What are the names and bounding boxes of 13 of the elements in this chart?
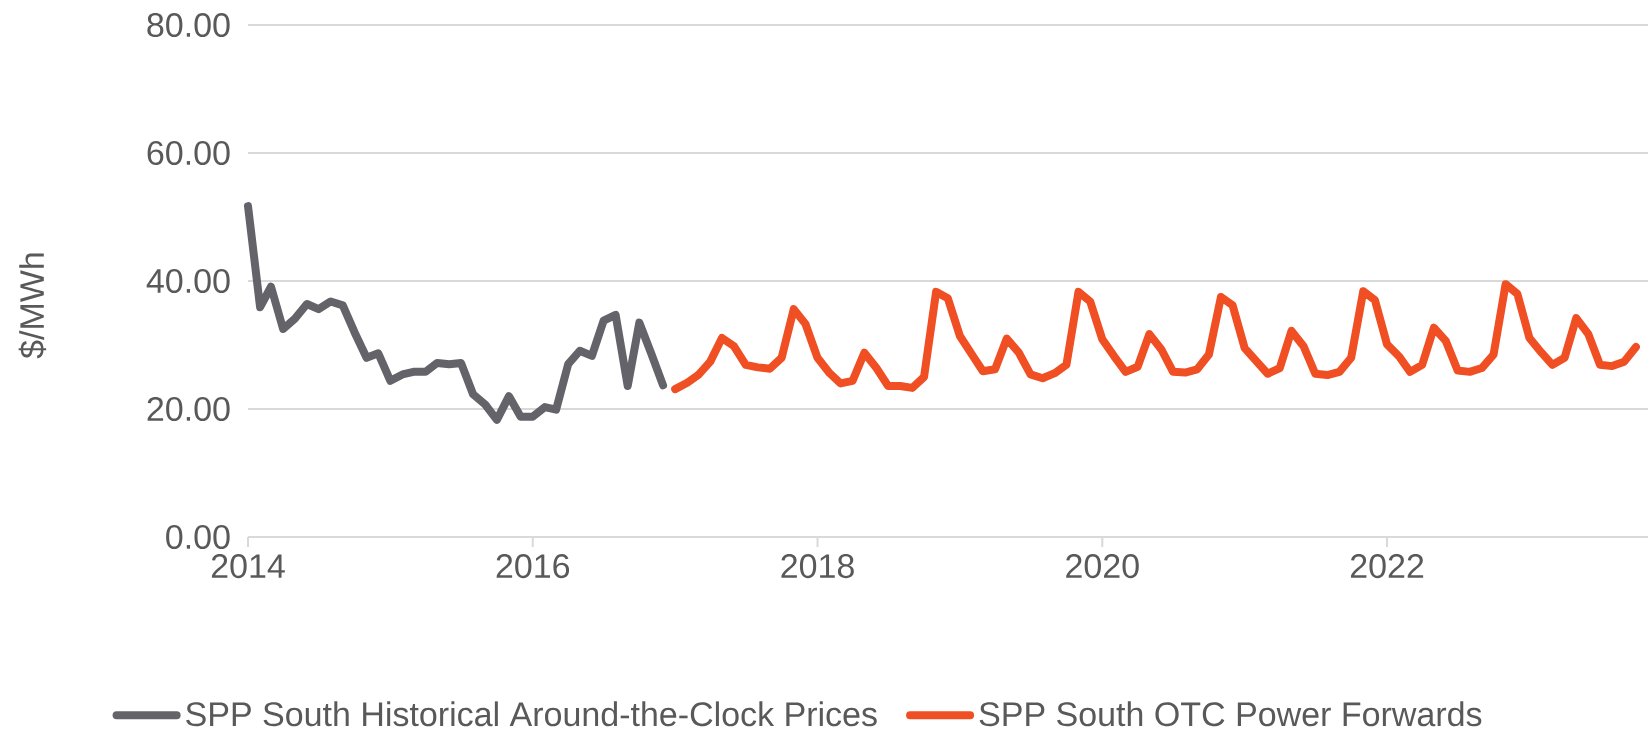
legend-label: SPP South OTC Power Forwards <box>979 701 1482 727</box>
x-tick-label: 2016 <box>496 554 570 579</box>
y-tick-label: 80.00 <box>147 12 230 38</box>
y-tick-label: 40.00 <box>146 268 230 294</box>
x-tick-label: 2022 <box>1350 554 1424 579</box>
x-tick-label: 2018 <box>781 554 854 579</box>
y-axis-title: $/MWh <box>18 253 47 359</box>
x-tick-label: 2020 <box>1066 554 1139 579</box>
y-tick-label: 0.00 <box>166 524 230 550</box>
x-tick-label: 2014 <box>211 554 285 579</box>
legend-label: SPP South Historical Around-the-Clock Prices <box>186 701 877 727</box>
y-tick-label: 60.00 <box>147 140 230 166</box>
y-tick-label: 20.00 <box>147 396 230 422</box>
